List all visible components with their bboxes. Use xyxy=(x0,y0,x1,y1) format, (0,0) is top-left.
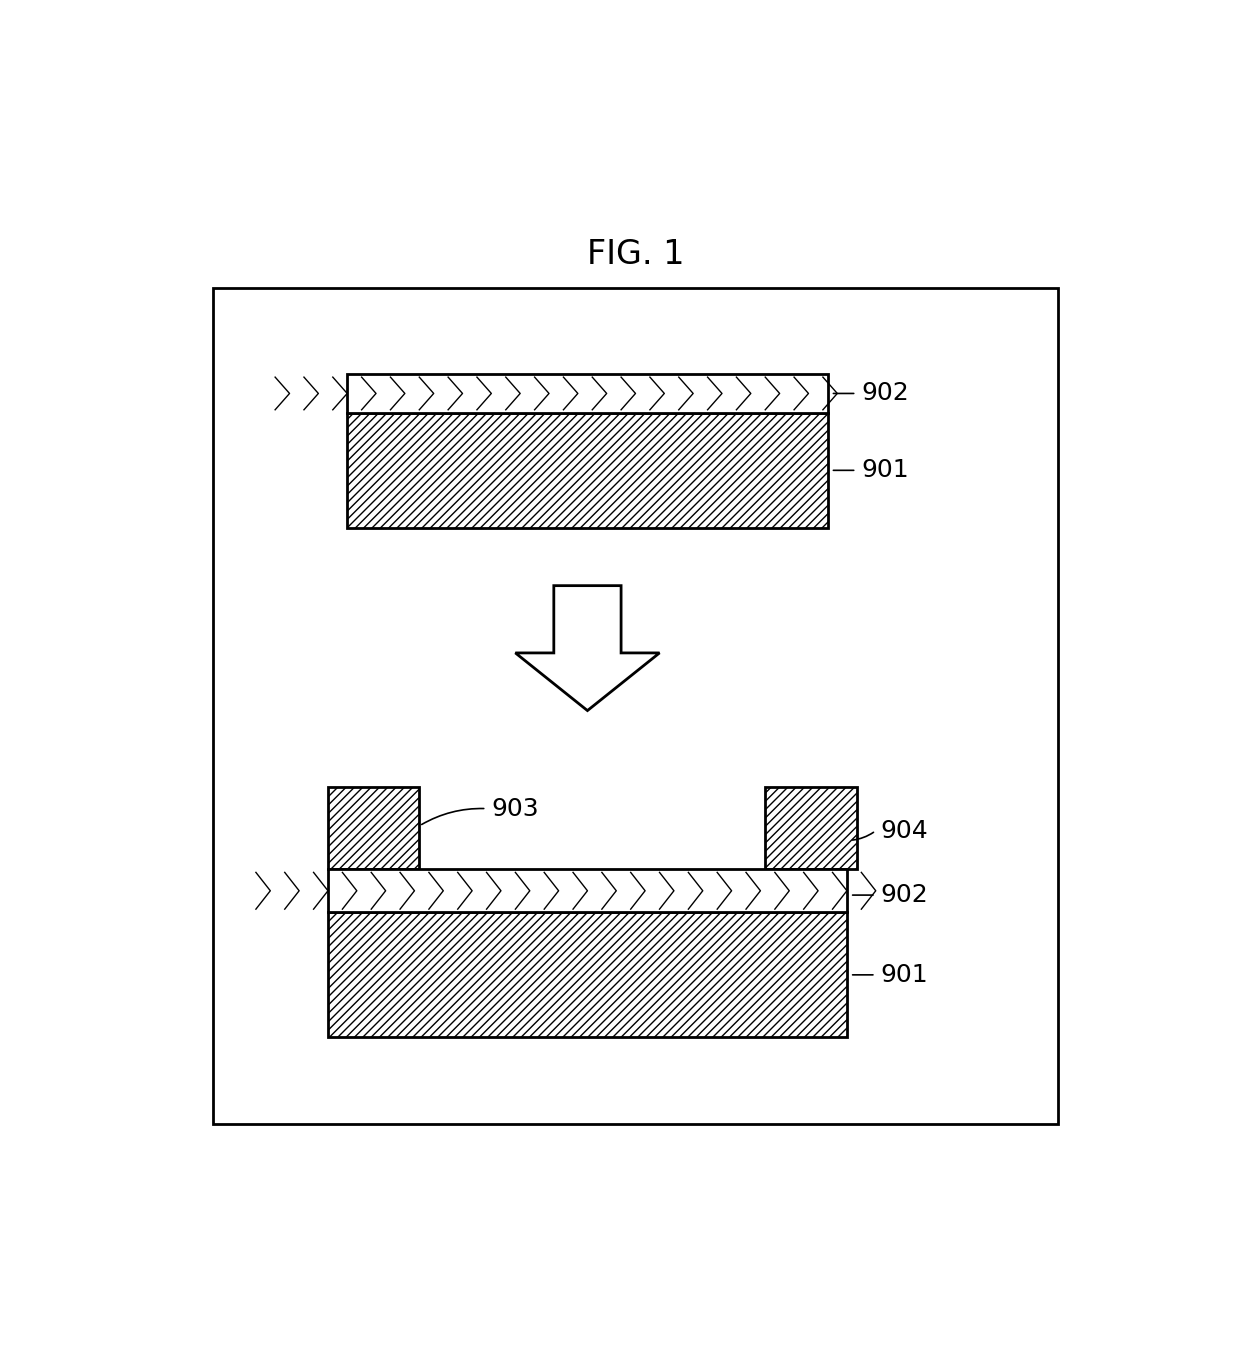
Text: 902: 902 xyxy=(880,883,929,907)
Text: FIG. 1: FIG. 1 xyxy=(587,238,684,270)
Text: 901: 901 xyxy=(880,963,929,987)
Text: 902: 902 xyxy=(862,382,909,405)
Bar xyxy=(327,787,419,869)
Polygon shape xyxy=(516,586,660,710)
Bar xyxy=(765,787,857,869)
Text: 903: 903 xyxy=(491,796,539,821)
Text: 904: 904 xyxy=(880,818,929,842)
Bar xyxy=(213,288,1058,1123)
Bar xyxy=(347,413,828,528)
Bar xyxy=(327,869,847,913)
Text: 901: 901 xyxy=(862,459,909,482)
Bar xyxy=(347,374,828,413)
Bar xyxy=(327,913,847,1037)
